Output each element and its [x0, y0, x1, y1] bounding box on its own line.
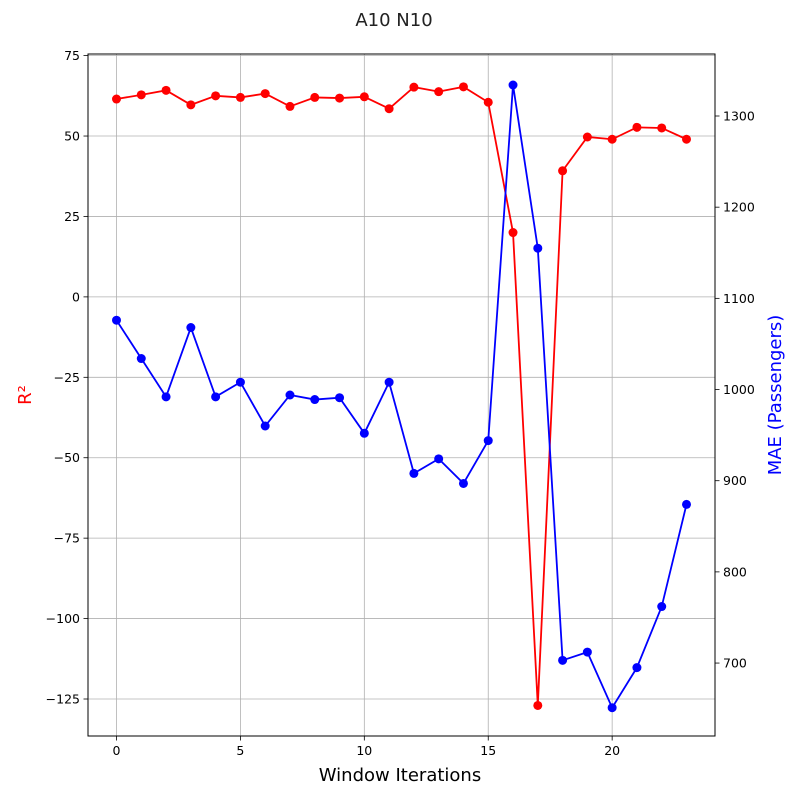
chart-title: A10 N10: [355, 10, 432, 31]
mae-data-point: [310, 395, 320, 405]
y-left-tick-label: −25: [54, 370, 80, 385]
mae-data-point: [582, 647, 592, 657]
r2-data-point: [409, 82, 419, 92]
r2-data-point: [533, 700, 543, 710]
grid: [88, 54, 715, 736]
y-left-tick-label: −125: [46, 692, 80, 707]
r2-data-point: [310, 92, 320, 102]
series-layer: [112, 80, 691, 713]
mae-data-point: [235, 377, 245, 387]
y-right-tick-label: 900: [723, 473, 747, 488]
mae-data-point: [384, 377, 394, 387]
mae-data-point: [112, 315, 121, 325]
r2-data-point: [211, 91, 221, 101]
mae-data-point: [458, 478, 468, 488]
mae-data-point: [409, 468, 419, 478]
y-right-tick-label: 1300: [723, 109, 755, 124]
mae-data-point: [558, 655, 568, 665]
r2-data-point: [285, 101, 295, 111]
x-tick-label: 10: [356, 743, 372, 758]
x-tick-label: 0: [113, 743, 121, 758]
r2-data-point: [335, 93, 345, 103]
r2-data-point: [112, 94, 121, 104]
y-left-tick-label: −75: [54, 531, 80, 546]
y-right-tick-label: 1100: [723, 291, 755, 306]
y-left-tick-label: 0: [72, 289, 80, 304]
y-right-tick-label: 1200: [723, 200, 755, 215]
mae-data-point: [161, 392, 171, 402]
mae-data-point: [657, 602, 667, 612]
r2-data-point: [359, 92, 369, 102]
mae-data-point: [607, 703, 617, 713]
r2-data-point: [582, 132, 592, 142]
mae-data-point: [533, 243, 543, 253]
y-right-tick-label: 700: [723, 656, 747, 671]
mae-data-point: [682, 499, 691, 509]
y-left-tick-label: 25: [64, 209, 80, 224]
axes: 0 5 10 15 20 75 50 25 0 −25 −50 −75 −100 −125 1300 1200…: [46, 48, 755, 758]
mae-data-point: [483, 436, 493, 446]
y-right-tick-label: 1000: [723, 382, 755, 397]
y-left-tick-label: 75: [64, 48, 80, 63]
r2-data-point: [235, 92, 245, 102]
x-tick-label: 5: [236, 743, 244, 758]
r2-data-point: [458, 82, 468, 92]
r2-data-point: [186, 100, 196, 110]
mae-data-point: [335, 393, 345, 403]
r2-data-point: [632, 122, 642, 132]
mae-series-line: [115, 84, 688, 710]
r2-data-point: [607, 134, 617, 144]
x-tick-label: 20: [604, 743, 620, 758]
x-axis-title: Window Iterations: [319, 765, 481, 786]
r2-data-point: [260, 89, 270, 99]
r2-data-point: [136, 90, 146, 100]
r2-data-point: [508, 228, 518, 238]
r2-data-point: [434, 87, 444, 97]
r2-data-point: [384, 104, 394, 114]
mae-data-point: [359, 428, 369, 438]
mae-data-point: [136, 354, 146, 364]
r2-data-point: [682, 134, 691, 144]
plot-frame: [87, 53, 716, 737]
mae-data-point: [186, 323, 196, 333]
mae-data-point: [211, 392, 221, 402]
mae-data-point: [260, 421, 270, 431]
r2-data-point: [657, 123, 667, 133]
y-left-tick-label: 50: [64, 129, 80, 144]
r2-data-point: [483, 97, 493, 107]
y-axis-title-right: MAE (Passengers): [765, 315, 786, 476]
mae-data-point: [508, 80, 518, 90]
r2-data-point: [161, 85, 171, 95]
r2-data-point: [558, 166, 568, 176]
y-left-tick-label: −100: [46, 611, 80, 626]
x-tick-label: 15: [480, 743, 496, 758]
y-left-tick-label: −50: [54, 450, 80, 465]
mae-data-point: [285, 390, 295, 400]
mae-data-point: [632, 663, 642, 673]
mae-data-point: [434, 454, 444, 464]
y-axis-title-left: R²: [15, 385, 36, 405]
y-right-tick-label: 800: [723, 564, 747, 579]
